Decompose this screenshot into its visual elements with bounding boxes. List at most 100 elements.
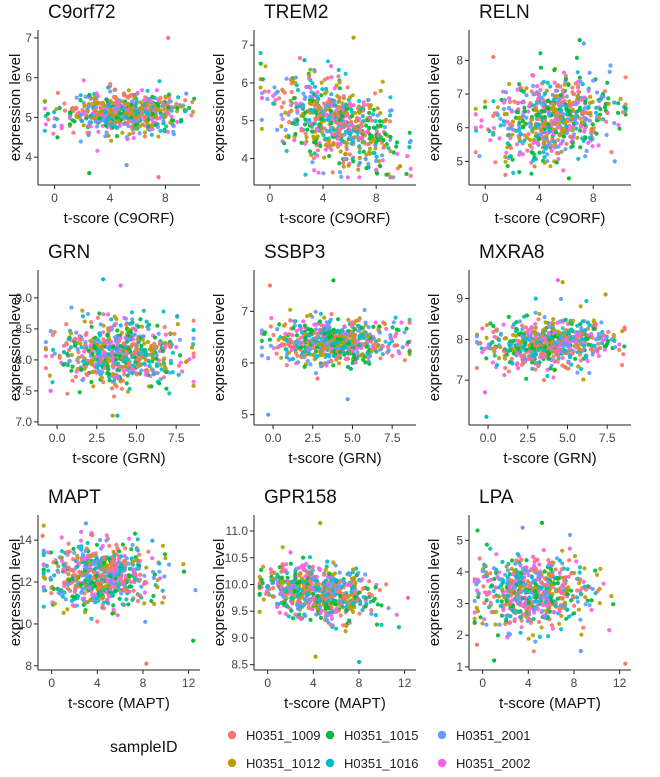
point — [106, 85, 111, 90]
point — [314, 337, 319, 342]
point — [262, 331, 267, 337]
point — [483, 99, 488, 104]
point — [543, 344, 548, 350]
point — [149, 132, 154, 137]
point — [538, 87, 543, 93]
point — [342, 124, 347, 129]
point — [588, 110, 593, 116]
point — [542, 354, 547, 359]
point — [526, 109, 531, 114]
point — [88, 574, 93, 579]
point — [607, 69, 612, 74]
point — [279, 112, 284, 117]
point — [175, 314, 180, 319]
point — [575, 135, 580, 140]
point — [545, 152, 550, 157]
point — [283, 611, 288, 617]
point — [302, 122, 307, 127]
point — [528, 101, 533, 106]
point — [96, 129, 101, 134]
point — [308, 121, 313, 126]
point — [147, 363, 152, 368]
point — [302, 96, 307, 101]
point — [340, 579, 346, 584]
point — [539, 351, 544, 356]
point — [609, 150, 614, 155]
point — [120, 365, 126, 370]
point — [72, 595, 77, 600]
point — [573, 339, 579, 344]
point — [508, 136, 513, 141]
point — [146, 103, 151, 108]
point — [579, 120, 585, 125]
point — [138, 572, 143, 577]
point — [408, 166, 413, 171]
point — [78, 98, 83, 103]
point — [341, 106, 346, 112]
point — [570, 85, 575, 90]
point — [511, 351, 516, 356]
point — [191, 383, 196, 388]
point — [320, 87, 325, 92]
point — [551, 321, 556, 326]
point — [314, 345, 320, 350]
point — [600, 117, 606, 122]
point — [71, 546, 76, 551]
point — [525, 135, 530, 140]
point — [123, 573, 128, 579]
point — [116, 583, 121, 588]
point — [286, 614, 291, 619]
y-tick-label: 7 — [456, 373, 463, 387]
point — [41, 570, 46, 575]
point — [112, 314, 117, 319]
point — [277, 322, 282, 327]
point — [283, 568, 288, 573]
point — [136, 566, 142, 571]
point — [95, 315, 100, 320]
y-tick-label: 10 — [19, 617, 33, 631]
point — [162, 324, 167, 330]
point — [44, 563, 50, 569]
point — [390, 325, 395, 330]
point — [292, 138, 297, 143]
point — [62, 583, 67, 589]
point — [581, 41, 586, 46]
point — [84, 116, 89, 121]
point — [371, 125, 377, 130]
y-tick-label: 9.0 — [15, 291, 32, 305]
point — [78, 139, 83, 144]
point — [571, 132, 577, 137]
point — [606, 96, 611, 101]
point — [71, 557, 76, 562]
point — [70, 118, 75, 123]
point — [118, 343, 123, 349]
point — [295, 118, 300, 123]
point — [158, 576, 163, 581]
point — [623, 106, 628, 111]
y-tick-label: 7.0 — [15, 415, 32, 429]
point — [113, 110, 118, 115]
point — [388, 113, 393, 118]
point — [479, 124, 484, 129]
point — [364, 339, 370, 344]
point — [365, 351, 370, 356]
point — [293, 101, 298, 106]
point — [59, 535, 64, 540]
point — [91, 575, 96, 581]
point — [491, 99, 496, 104]
point — [598, 107, 603, 112]
point — [312, 168, 317, 173]
point — [95, 619, 100, 624]
point — [124, 556, 129, 561]
x-tick-label: 2.5 — [88, 431, 105, 445]
y-axis-label-mxra8: expression level — [426, 294, 443, 402]
point — [83, 521, 88, 526]
point — [341, 346, 346, 351]
point — [308, 67, 313, 72]
point — [297, 56, 303, 61]
point — [588, 347, 593, 352]
point — [106, 359, 111, 364]
point — [346, 124, 351, 129]
point — [374, 129, 379, 134]
